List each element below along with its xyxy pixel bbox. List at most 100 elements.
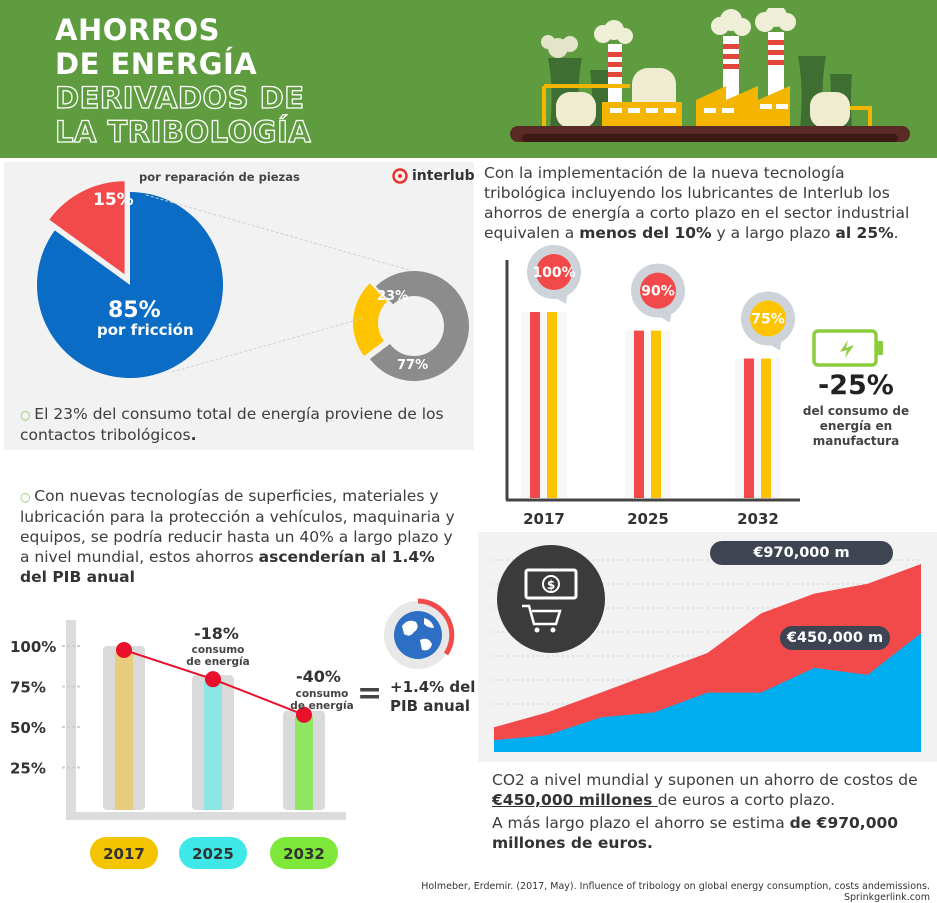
annot-18-caption-1: consumo: [191, 644, 245, 656]
top-right-end: .: [893, 224, 899, 242]
title-line-1: AHORROS: [55, 13, 221, 47]
subtitle-line-2: LA TRIBOLOGÍA: [54, 114, 312, 149]
footer-citation: Holmeber, Erdemir. (2017, May). Influenc…: [421, 881, 930, 903]
rb-p1-start: CO2 a nivel mundial y suponen un ahorro …: [492, 771, 918, 789]
bar1-bubble-inner-2025: [640, 272, 676, 309]
annot-18-value: -18%: [194, 624, 239, 643]
brand-name: interlub: [412, 168, 475, 184]
bar1-category-2025: 2025: [627, 510, 669, 528]
top-right-paragraph: Con la implementación de la nueva tecnol…: [484, 163, 924, 243]
brand-logo: interlub: [392, 168, 475, 184]
bar1-value-label-2017: 100%: [532, 265, 575, 281]
pib-line-2: PIB anual: [390, 697, 470, 715]
bar1-bubble-inner-2017: [536, 254, 572, 290]
top-right-intro: Con la implementación de la nueva tecnol…: [484, 164, 910, 242]
bar1-category-2032: 2032: [737, 510, 779, 528]
bar2-pill-2017: [90, 837, 158, 869]
area-label-970: €970,000 m: [710, 541, 893, 565]
bar1-red-2032: [744, 358, 754, 498]
donut-slice-big: [369, 271, 469, 381]
donut-big-label: 77%: [397, 358, 429, 373]
donut-slice-small: [353, 283, 388, 356]
equals-sign: =: [357, 676, 383, 711]
battery-icon: [812, 329, 883, 367]
pie-bullet-end: .: [190, 426, 197, 444]
connector-line-bottom: [171, 317, 365, 373]
connector-line-top: [145, 194, 410, 271]
annot-40-caption-2: de energía: [290, 700, 354, 712]
top-right-bold2: al 25%: [835, 224, 894, 242]
right-bottom-paragraph-2: A más largo plazo el ahorro se estima de…: [492, 813, 912, 853]
bar2-dot-2017: [116, 642, 132, 658]
top-right-mid: y a largo plazo: [711, 224, 836, 242]
bar1-bg-2032: [735, 358, 781, 498]
bar2-ytick-100: 100%: [10, 638, 56, 656]
factory-illustration: [510, 8, 910, 142]
bar1-bg-2025: [625, 330, 671, 498]
reduction-bar-chart: 100% 75% 50% 25% 2017 2025 2032: [10, 620, 346, 869]
bar2-category-2025: 2025: [192, 845, 234, 863]
annot-18-caption: consumo de energía: [178, 644, 258, 668]
battery-value: -25%: [818, 370, 894, 401]
right-bottom-paragraph-1: CO2 a nivel mundial y suponen un ahorro …: [492, 770, 922, 810]
globe-icon: [384, 598, 455, 669]
pie-slice-repair: [49, 181, 125, 275]
battery-caption: del consumo de energía en manufactura: [786, 404, 926, 449]
pie-slice-friction: [37, 192, 224, 378]
bar2-dot-2032: [296, 706, 312, 723]
left-bottom-bold: ascenderían al 1.4% del PIB anual: [20, 548, 435, 586]
slice-small-label: 15%: [93, 190, 134, 210]
bar2-pill-2025: [179, 837, 247, 869]
bar2-dot-2025: [205, 671, 221, 688]
bar1-red-2025: [634, 330, 644, 498]
slice-big-label: 85%: [108, 298, 161, 323]
bar1-red-2017: [530, 312, 540, 498]
subtitle-line-1: DERIVADOS DE: [54, 80, 305, 115]
annot-18-caption-2: de energía: [186, 656, 250, 668]
pib-line-1: +1.4% del: [390, 678, 476, 696]
money-cart-icon: $: [497, 545, 605, 653]
bar2-ytick-75: 75%: [10, 679, 46, 697]
bar1-bg-2017: [521, 312, 567, 498]
area-series-short-term: [494, 633, 921, 752]
battery-caption-1: del consumo de: [802, 404, 910, 418]
bar2-category-2032: 2032: [283, 845, 325, 863]
bar1-yellow-2025: [651, 330, 661, 498]
rb-p1-bold: €450,000 millones: [492, 791, 658, 809]
annot-40-caption-1: consumo: [295, 688, 349, 700]
pie-top-label: por reparación de piezas: [139, 170, 300, 184]
pie-chart-svg: [37, 181, 469, 381]
annot-40-caption: consumo de energía: [282, 688, 362, 712]
bar1-value-label-2025: 90%: [641, 284, 675, 300]
bar1-bubble-inner-2032: [750, 300, 786, 337]
svg-text:$: $: [547, 578, 555, 592]
bar2-x-axis: [66, 812, 346, 820]
bar2-fill-2017: [115, 652, 133, 810]
left-bottom-paragraph: ○ Con nuevas tecnologías de superficies,…: [20, 486, 460, 587]
rb-p2-bold: de €970,000 millones de euros.: [492, 814, 899, 852]
donut-small-label: 23%: [377, 289, 409, 304]
bar2-fill-2025: [204, 681, 222, 810]
savings-bar-chart: 100% 2017 90% 2025 75% 2032: [505, 245, 800, 528]
bar1-yellow-2032: [761, 358, 771, 498]
bar1-yellow-2017: [547, 312, 557, 498]
slice-big-caption: por fricción: [97, 321, 194, 339]
left-bottom-text: Con nuevas tecnologías de superficies, m…: [20, 487, 455, 566]
bullet-icon: ○: [20, 490, 35, 504]
pie-bullet-text: El 23% del consumo total de energía prov…: [20, 405, 444, 444]
bar2-y-axis: [66, 620, 76, 818]
bar2-fill-2032: [295, 716, 313, 810]
top-right-bold1: menos del 10%: [579, 224, 712, 242]
pie-bullet: ○ El 23% del consumo total de energía pr…: [20, 404, 460, 445]
bar2-pill-2032: [270, 837, 338, 869]
header-title: AHORROS DE ENERGÍA DERIVADOS DE LA TRIBO…: [54, 13, 312, 150]
rb-p2-start: A más largo plazo el ahorro se estima: [492, 814, 790, 832]
rb-p1-end: de euros a corto plazo.: [657, 791, 836, 809]
bar2-ytick-50: 50%: [10, 719, 46, 737]
interlub-logo-icon: [392, 168, 408, 184]
bar2-category-2017: 2017: [103, 845, 145, 863]
bullet-icon: ○: [20, 408, 35, 422]
area-label-450: €450,000 m: [780, 626, 890, 650]
bar1-value-label-2032: 75%: [751, 312, 785, 328]
title-line-2: DE ENERGÍA: [55, 47, 258, 81]
